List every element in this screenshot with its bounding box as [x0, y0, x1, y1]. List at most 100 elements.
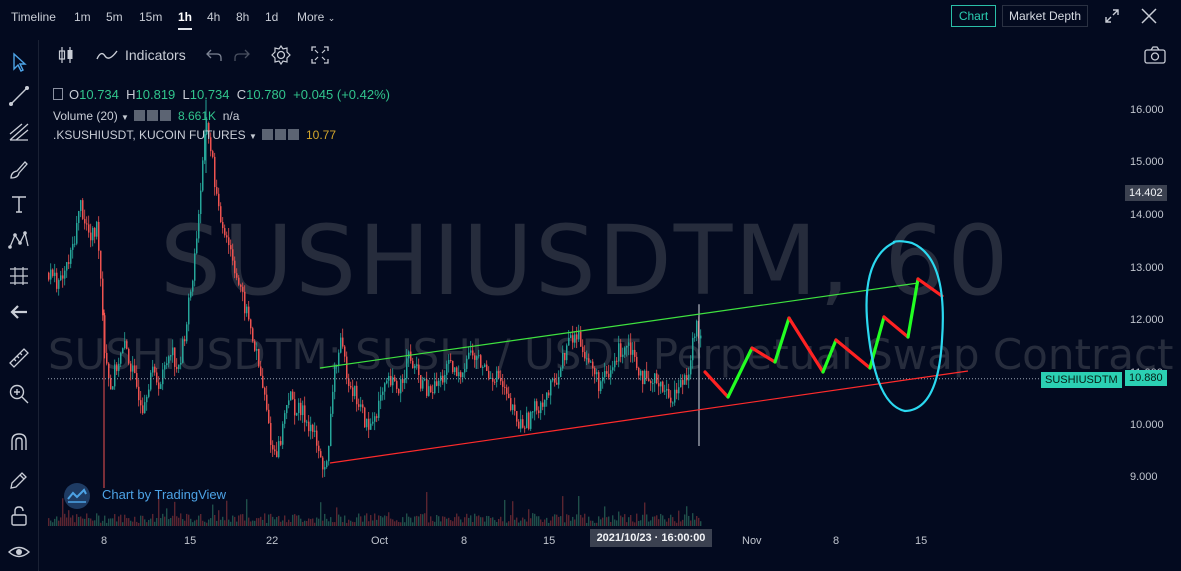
expand-icon[interactable] [311, 46, 329, 64]
volume-bar [200, 513, 202, 526]
volume-bar [306, 520, 308, 526]
interval-1h[interactable]: 1h [178, 10, 193, 30]
lock-icon[interactable] [7, 504, 31, 528]
candle-body [332, 391, 334, 414]
interval-8h[interactable]: 8h [236, 10, 250, 24]
remove-icon[interactable] [288, 129, 300, 140]
candle-body [426, 379, 428, 396]
candle-body [468, 352, 470, 359]
camera-icon[interactable] [1143, 45, 1167, 65]
settings-icon[interactable] [147, 110, 159, 121]
eye-toggle-icon[interactable] [134, 110, 146, 121]
candle-body [658, 383, 660, 387]
back-arrow-icon[interactable] [7, 300, 31, 324]
candlestick-type-icon[interactable] [57, 45, 75, 65]
candle-body [192, 280, 194, 292]
magnet-icon[interactable] [7, 430, 31, 454]
candle-body [94, 227, 96, 237]
volume-bar [188, 514, 190, 526]
volume-label[interactable]: Volume (20) [53, 109, 118, 123]
redo-icon[interactable] [234, 48, 250, 62]
volume-bar [388, 512, 390, 526]
candle-body [676, 389, 678, 394]
candle-body [174, 347, 176, 367]
chart-button[interactable]: Chart [951, 5, 996, 27]
tradingview-logo-icon[interactable] [62, 482, 92, 510]
candle-body [300, 402, 302, 416]
eye-toggle-icon[interactable] [262, 129, 274, 140]
interval-5m[interactable]: 5m [106, 10, 123, 24]
volume-bar [474, 513, 476, 526]
volume-bar [196, 519, 198, 526]
volume-bar [518, 522, 520, 526]
eye-icon[interactable] [7, 540, 31, 564]
volume-bar [678, 510, 680, 526]
compare-symbol-label[interactable]: .KSUSHIUSDT, KUCOIN FUTURES [53, 128, 246, 142]
chevron-down-icon[interactable]: ▼ [249, 132, 257, 141]
timeline-tab[interactable]: Timeline [11, 10, 56, 24]
fullscreen-icon[interactable] [1103, 7, 1121, 25]
candle-body [450, 360, 452, 362]
candle-body [656, 373, 658, 384]
zoom-in-icon[interactable] [7, 382, 31, 406]
settings-icon[interactable] [275, 129, 287, 140]
volume-bar [300, 518, 302, 526]
indicators-icon[interactable] [96, 48, 118, 62]
trend-line-icon[interactable] [7, 84, 31, 108]
candle-body [308, 421, 310, 432]
pattern-icon[interactable] [7, 228, 31, 252]
candle-body [116, 364, 118, 372]
market-depth-button[interactable]: Market Depth [1002, 5, 1088, 27]
volume-bar [544, 519, 546, 526]
volume-bar [582, 517, 584, 526]
candle-body [140, 400, 142, 406]
candle-body [380, 394, 382, 401]
volume-bar [534, 513, 536, 526]
ruler-icon[interactable] [7, 346, 31, 370]
undo-icon[interactable] [206, 48, 222, 62]
close-icon[interactable] [1140, 7, 1158, 25]
fib-tools-icon[interactable] [7, 120, 31, 144]
candle-body [634, 349, 636, 357]
projection-down-leg [916, 277, 944, 298]
candle-body [472, 350, 474, 356]
indicators-button[interactable]: Indicators [125, 47, 186, 63]
pencil-lock-icon[interactable] [7, 468, 31, 492]
candle-body [488, 370, 490, 379]
candle-body [602, 377, 604, 382]
volume-bar [264, 513, 266, 526]
volume-bar [224, 520, 226, 526]
candle-body [268, 409, 270, 424]
interval-15m[interactable]: 15m [139, 10, 163, 24]
interval-4h[interactable]: 4h [207, 10, 221, 24]
volume-bar [404, 522, 406, 526]
brush-icon[interactable] [7, 158, 31, 182]
volume-bar [160, 518, 162, 526]
volume-bar [486, 515, 488, 526]
prediction-icon[interactable] [7, 264, 31, 288]
more-menu[interactable]: More ⌄ [297, 10, 335, 24]
chevron-down-icon[interactable]: ▼ [121, 113, 129, 122]
candle-body [348, 378, 350, 387]
remove-icon[interactable] [160, 110, 172, 121]
candle-body [558, 376, 560, 385]
cursor-icon[interactable] [7, 50, 31, 74]
candle-body [166, 363, 168, 366]
price-chart[interactable] [40, 90, 1121, 528]
volume-bar [120, 514, 122, 526]
volume-bar [660, 513, 662, 526]
settings-gear-icon[interactable] [270, 44, 292, 66]
candle-body [344, 346, 346, 357]
volume-bar [302, 521, 304, 526]
volume-bar [414, 516, 416, 526]
candle-body [52, 269, 54, 276]
tradingview-byline[interactable]: Chart by TradingView [102, 487, 227, 502]
volume-bar [178, 517, 180, 526]
text-tool-icon[interactable] [7, 192, 31, 216]
volume-bar [668, 518, 670, 526]
interval-1m[interactable]: 1m [74, 10, 91, 24]
candle-body [260, 366, 262, 376]
interval-1d[interactable]: 1d [265, 10, 279, 24]
candle-body [416, 364, 418, 366]
volume-bar [338, 514, 340, 526]
